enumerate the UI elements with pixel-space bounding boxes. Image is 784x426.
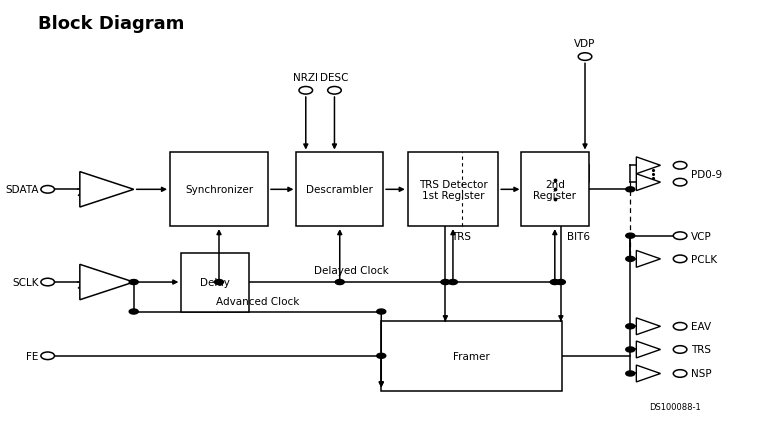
Text: DS100088-1: DS100088-1 — [649, 403, 701, 412]
Circle shape — [336, 280, 344, 285]
Circle shape — [41, 279, 54, 286]
Circle shape — [626, 233, 635, 239]
Circle shape — [550, 280, 559, 285]
Text: Synchronizer: Synchronizer — [185, 185, 253, 195]
Circle shape — [673, 346, 687, 354]
Polygon shape — [80, 265, 134, 300]
Text: NSP: NSP — [691, 368, 711, 379]
Circle shape — [129, 280, 138, 285]
Text: PCLK: PCLK — [691, 254, 717, 264]
Text: 2: 2 — [88, 175, 93, 184]
Polygon shape — [637, 365, 660, 382]
Circle shape — [557, 280, 565, 285]
Circle shape — [448, 280, 458, 285]
Circle shape — [626, 371, 635, 376]
Circle shape — [673, 162, 687, 170]
Text: Delayed Clock: Delayed Clock — [314, 266, 388, 276]
Bar — [408, 153, 498, 227]
Circle shape — [626, 324, 635, 329]
Text: NRZI: NRZI — [293, 73, 318, 83]
Circle shape — [41, 352, 54, 360]
Circle shape — [579, 54, 592, 61]
Circle shape — [129, 309, 138, 314]
Polygon shape — [637, 318, 660, 335]
Circle shape — [41, 186, 54, 194]
Circle shape — [215, 280, 223, 285]
Text: Delay: Delay — [200, 277, 230, 288]
Text: VCP: VCP — [691, 231, 711, 241]
Circle shape — [673, 179, 687, 187]
Bar — [521, 153, 589, 227]
Text: SDATA: SDATA — [5, 185, 38, 195]
Circle shape — [328, 87, 341, 95]
Text: 2: 2 — [88, 267, 93, 276]
Text: BIT6: BIT6 — [567, 231, 590, 241]
Circle shape — [377, 354, 386, 358]
Circle shape — [377, 309, 386, 314]
Circle shape — [626, 187, 635, 193]
Polygon shape — [637, 158, 660, 174]
Text: TRS: TRS — [452, 231, 471, 241]
Text: Advanced Clock: Advanced Clock — [216, 296, 299, 306]
Circle shape — [673, 256, 687, 263]
Bar — [381, 321, 562, 391]
Circle shape — [673, 323, 687, 330]
Text: TRS: TRS — [691, 345, 710, 354]
Circle shape — [673, 232, 687, 240]
Circle shape — [441, 280, 450, 285]
Polygon shape — [637, 174, 660, 191]
Bar — [170, 153, 268, 227]
Text: 2nd
Register: 2nd Register — [533, 179, 576, 201]
Text: FE: FE — [26, 351, 38, 361]
Text: DESC: DESC — [320, 73, 349, 83]
Text: PD0-9: PD0-9 — [691, 169, 722, 179]
Bar — [181, 253, 249, 312]
Polygon shape — [637, 251, 660, 268]
Polygon shape — [80, 172, 134, 207]
Circle shape — [626, 257, 635, 262]
Text: VDP: VDP — [575, 39, 596, 49]
Circle shape — [673, 370, 687, 377]
Circle shape — [626, 347, 635, 352]
Polygon shape — [637, 341, 660, 358]
Text: Descrambler: Descrambler — [307, 185, 373, 195]
Text: Framer: Framer — [453, 351, 490, 361]
Text: TRS Detector
1st Register: TRS Detector 1st Register — [419, 179, 488, 201]
Text: EAV: EAV — [691, 322, 711, 331]
Bar — [296, 153, 383, 227]
Circle shape — [299, 87, 313, 95]
Text: SCLK: SCLK — [12, 277, 38, 288]
Text: Block Diagram: Block Diagram — [38, 15, 184, 33]
